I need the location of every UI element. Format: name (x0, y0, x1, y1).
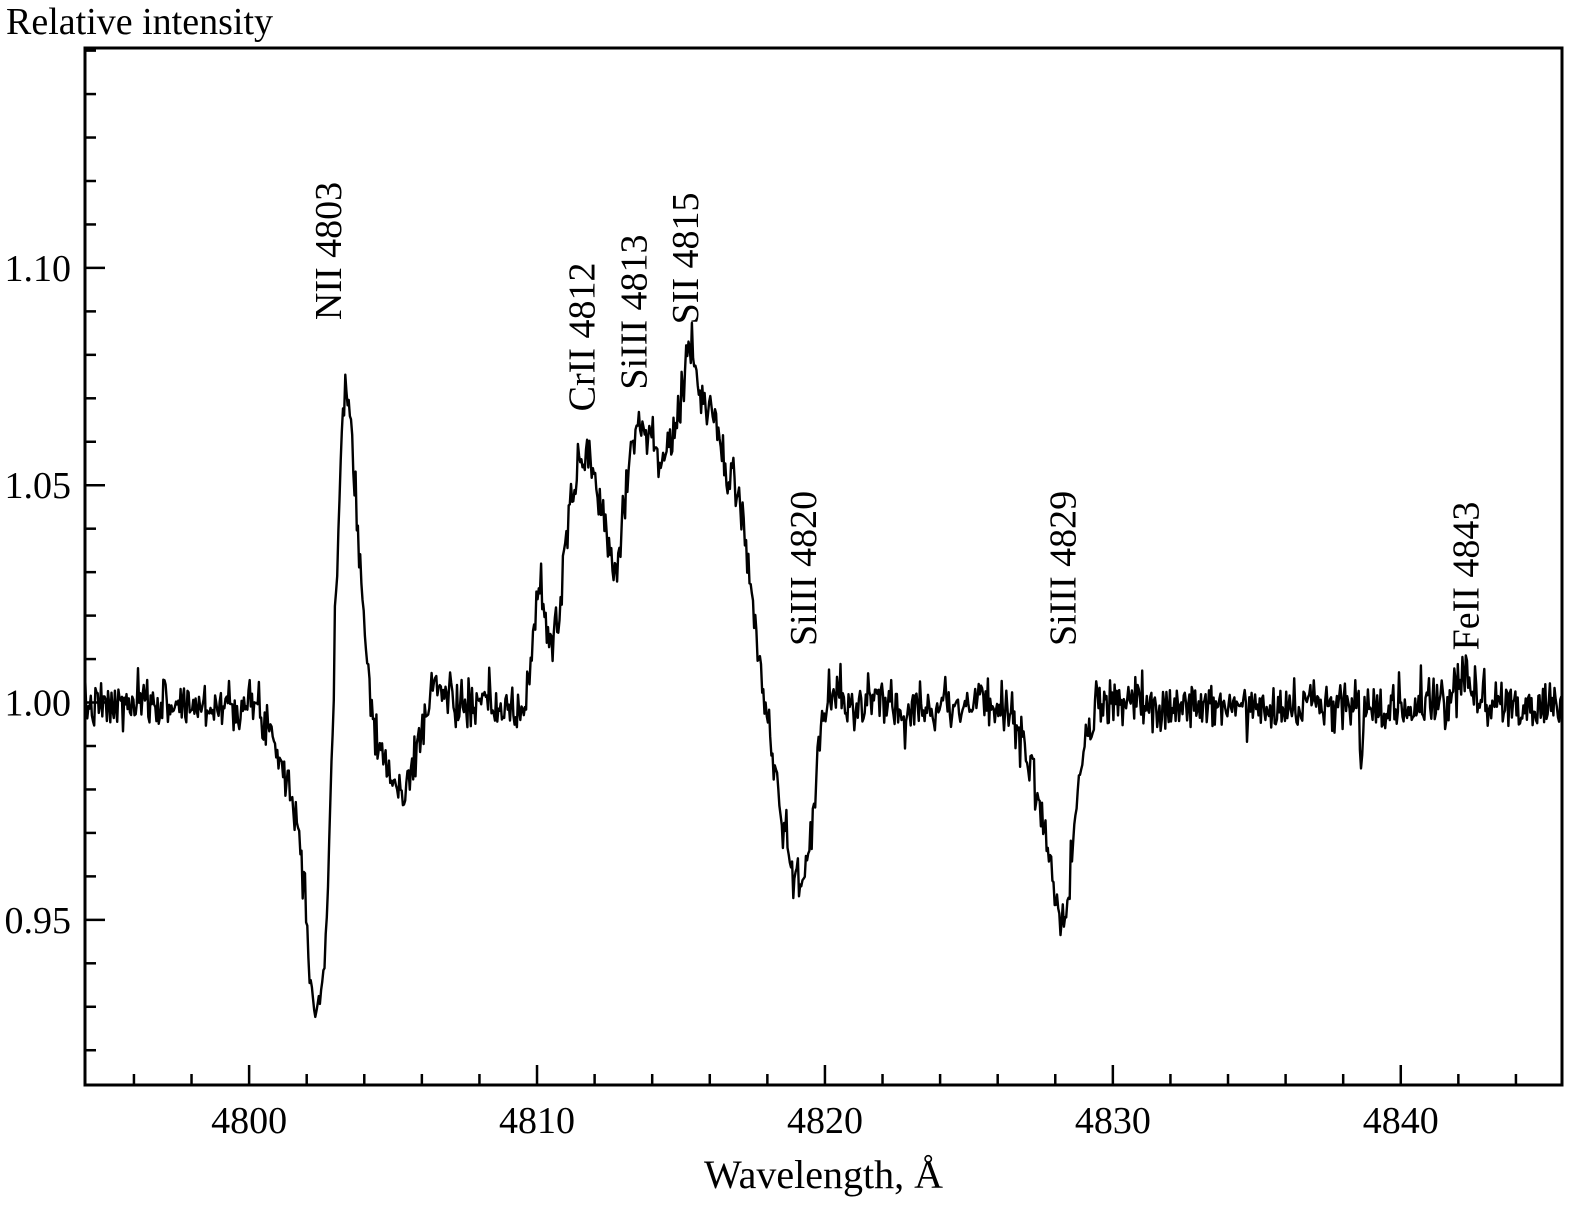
x-tick-label: 4800 (211, 1100, 287, 1142)
x-tick-label: 4840 (1363, 1100, 1439, 1142)
spectral-line-label: NII 4803 (308, 182, 350, 320)
x-axis-title: Wavelength, Å (704, 1152, 943, 1197)
y-tick-label: 1.00 (5, 683, 72, 725)
plot-frame (83, 46, 1564, 1087)
x-tick-label: 4820 (787, 1100, 863, 1142)
y-tick-label: 1.05 (5, 465, 72, 507)
spectrum-line (83, 321, 1563, 1019)
spectral-line-label: SiIII 4829 (1042, 491, 1084, 646)
y-tick-label: 1.10 (5, 248, 72, 290)
spectral-line-label: SiIII 4820 (783, 491, 825, 646)
x-tick-label: 4830 (1075, 1100, 1151, 1142)
spectral-line-label: SiIII 4813 (613, 234, 655, 389)
spectral-line-label: CrII 4812 (562, 263, 604, 412)
spectral-line-label: SII 4815 (665, 192, 707, 324)
x-tick-label: 4810 (499, 1100, 575, 1142)
y-tick-label: 0.95 (5, 900, 72, 942)
y-axis-title: Relative intensity (6, 1, 274, 43)
spectral-line-label: FeII 4843 (1445, 502, 1487, 651)
